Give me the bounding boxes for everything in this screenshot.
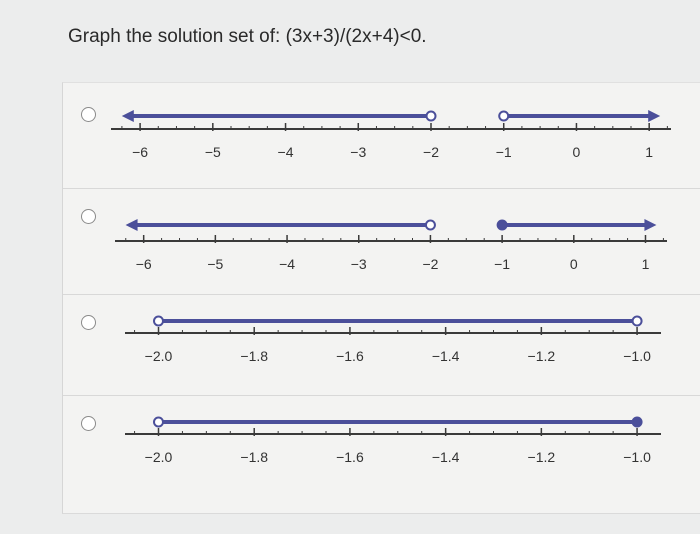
question-title: Graph the solution set of: (3x+3)/(2x+4)…	[68, 26, 427, 47]
answer-options: −6 −5 −4 −3 −2 −1 0 1 −6 −5 −4 −3 −2 −1 0 1 −2.0 −1.8 −1…	[62, 82, 700, 514]
open-endpoint	[498, 110, 510, 122]
open-endpoint	[424, 219, 436, 231]
radio-option-c[interactable]	[81, 315, 96, 330]
option-b[interactable]: −6 −5 −4 −3 −2 −1 0 1	[63, 189, 700, 295]
tick-label: 1	[645, 144, 653, 160]
tick-label: −1.2	[528, 348, 556, 364]
tick-label: −2.0	[145, 348, 173, 364]
tick-label: 0	[570, 256, 578, 272]
tick-label: −4	[279, 256, 295, 272]
tick-label: −4	[278, 144, 294, 160]
closed-endpoint	[631, 416, 643, 428]
tick-label: −3	[350, 144, 366, 160]
tick-label: −1.2	[528, 449, 556, 465]
arrow-left-icon	[121, 110, 134, 122]
tick-label: −1.6	[336, 449, 364, 465]
number-line-a: −6 −5 −4 −3 −2 −1 0 1	[111, 110, 671, 160]
tick-label: −1.0	[623, 348, 651, 364]
tick-label: −6	[136, 256, 152, 272]
number-line-d: −2.0 −1.8 −1.6 −1.4 −1.2 −1.0	[125, 416, 661, 465]
tick-label: −1.8	[240, 449, 268, 465]
tick-label: −2	[422, 256, 438, 272]
tick-label: 0	[573, 144, 581, 160]
tick-label: −5	[207, 256, 223, 272]
tick-label: −3	[351, 256, 367, 272]
option-c[interactable]: −2.0 −1.8 −1.6 −1.4 −1.2 −1.0	[63, 295, 700, 396]
radio-option-b[interactable]	[81, 209, 96, 224]
tick-label: −2	[423, 144, 439, 160]
number-line-b: −6 −5 −4 −3 −2 −1 0 1	[115, 219, 667, 272]
tick-label: −1.4	[432, 449, 460, 465]
tick-label: −5	[205, 144, 221, 160]
open-endpoint	[631, 315, 643, 327]
arrow-right-icon	[644, 219, 657, 231]
tick-label: −1	[494, 256, 510, 272]
arrow-right-icon	[648, 110, 661, 122]
radio-option-d[interactable]	[81, 416, 96, 431]
tick-label: −6	[132, 144, 148, 160]
open-endpoint	[153, 416, 164, 428]
tick-label: −1.0	[623, 449, 651, 465]
option-d[interactable]: −2.0 −1.8 −1.6 −1.4 −1.2 −1.0	[63, 396, 700, 511]
tick-label: −1	[496, 144, 512, 160]
closed-endpoint	[496, 219, 508, 231]
tick-label: −1.6	[336, 348, 364, 364]
tick-label: −1.8	[240, 348, 268, 364]
tick-label: 1	[642, 256, 650, 272]
open-endpoint	[425, 110, 437, 122]
arrow-left-icon	[125, 219, 138, 231]
tick-label: −1.4	[432, 348, 460, 364]
option-a[interactable]: −6 −5 −4 −3 −2 −1 0 1	[63, 83, 700, 189]
tick-label: −2.0	[145, 449, 173, 465]
open-endpoint	[153, 315, 164, 327]
number-line-c: −2.0 −1.8 −1.6 −1.4 −1.2 −1.0	[125, 315, 661, 364]
radio-option-a[interactable]	[81, 107, 96, 122]
